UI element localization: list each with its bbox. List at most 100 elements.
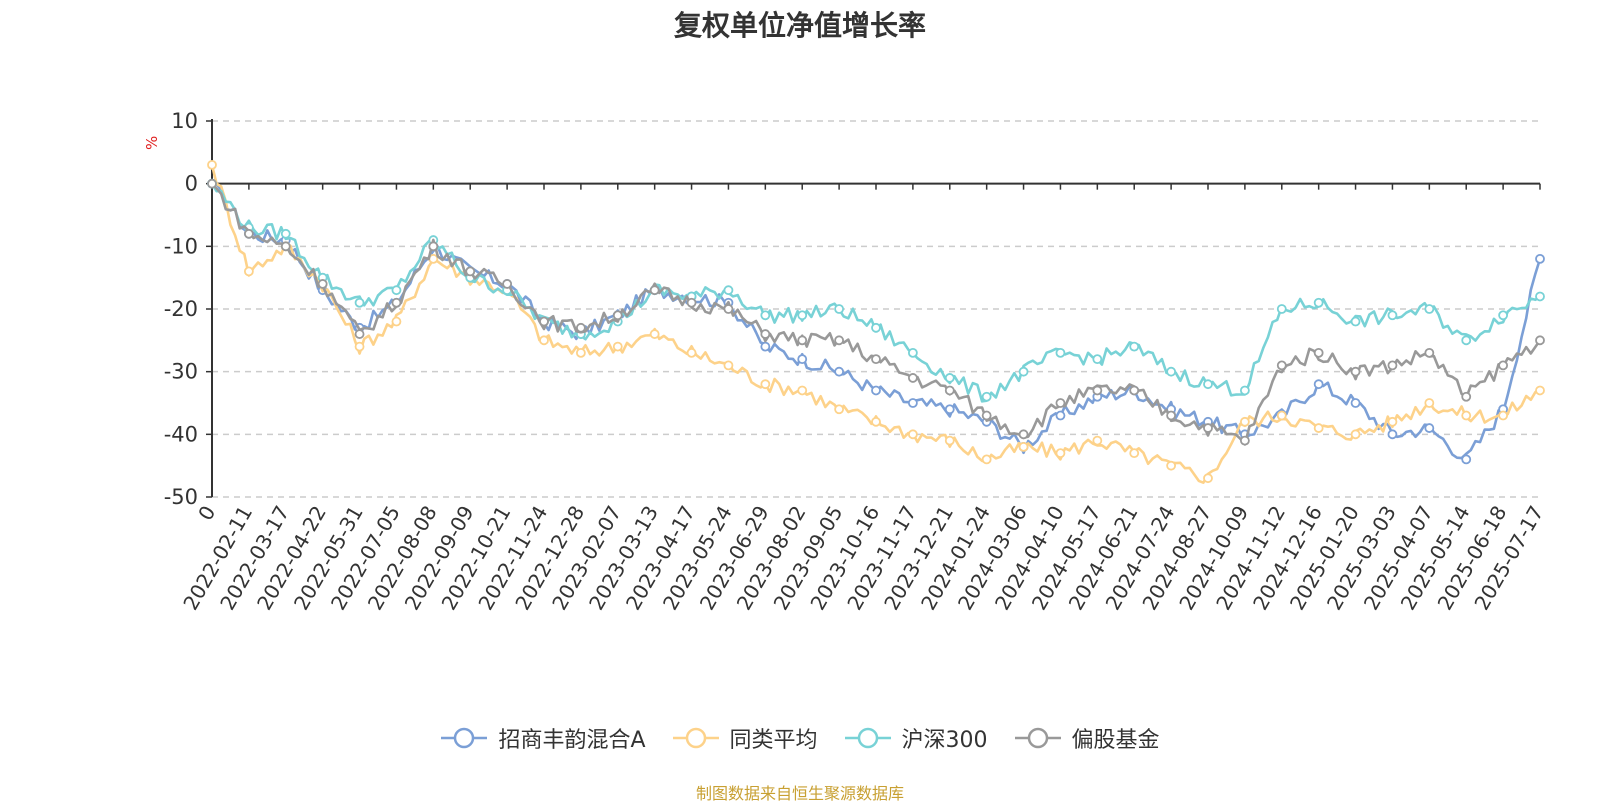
series-lines (207, 159, 1545, 484)
source-note: 制图数据来自恒生聚源数据库 (695, 784, 904, 803)
series-point-3 (1092, 385, 1103, 396)
series-point-2 (1239, 385, 1250, 396)
series-point-2 (723, 285, 734, 296)
series-point-2 (1166, 366, 1177, 377)
series-point-2 (797, 310, 808, 321)
series-point-1 (797, 385, 808, 396)
series-point-3 (649, 285, 660, 296)
series-point-2 (1129, 341, 1140, 352)
series-point-3 (539, 316, 549, 327)
series-point-3 (1055, 398, 1066, 408)
legend-item[interactable]: 偏股基金 (1014, 722, 1160, 754)
series-point-1 (1498, 410, 1509, 421)
series-point-1 (1092, 435, 1103, 446)
series-point-1 (1276, 410, 1287, 421)
series-point-1 (354, 341, 365, 352)
series-point-3 (428, 241, 439, 252)
series-point-2 (1055, 347, 1066, 358)
y-tick-label: 10 (171, 109, 198, 133)
series-point-1 (1387, 416, 1398, 427)
series-point-2 (391, 285, 402, 296)
series-point-1 (981, 454, 992, 465)
series-point-2 (1387, 310, 1398, 321)
series-point-1 (907, 429, 918, 440)
y-tick-label: -10 (164, 234, 198, 258)
series-point-0 (1387, 429, 1398, 440)
y-tick-label: -50 (164, 485, 198, 509)
series-point-3 (1461, 391, 1472, 402)
series-point-0 (1461, 454, 1472, 465)
series-point-3 (502, 279, 513, 289)
series-point-1 (1461, 410, 1472, 421)
legend-item[interactable]: 沪深300 (844, 722, 988, 754)
series-point-2 (760, 310, 771, 321)
series-point-2 (944, 373, 955, 383)
series-point-2 (1535, 291, 1545, 302)
legend-item[interactable]: 招商丰韵混合A (440, 722, 646, 754)
series-point-2 (1092, 354, 1103, 365)
series-point-1 (207, 159, 217, 170)
series-point-1 (1239, 416, 1250, 427)
series-point-1 (686, 347, 697, 358)
series-point-2 (1424, 304, 1435, 314)
series-point-1 (1129, 448, 1140, 459)
series-point-3 (1166, 410, 1177, 421)
series-point-2 (981, 391, 992, 402)
series-point-0 (1424, 423, 1435, 433)
series-point-3 (1129, 385, 1140, 396)
axes (206, 119, 1541, 498)
series-point-1 (1166, 460, 1177, 471)
series-point-0 (1055, 410, 1066, 421)
series-point-2 (834, 304, 845, 314)
series-point-0 (907, 398, 918, 408)
y-tick-label: -20 (164, 297, 198, 321)
series-point-2 (354, 297, 365, 308)
series-point-2 (1313, 297, 1324, 308)
series-point-1 (1313, 423, 1324, 433)
chart-title: 复权单位净值增长率 (673, 9, 926, 42)
legend: 招商丰韵混合A 同类平均 沪深300 偏股基金 (0, 722, 1600, 754)
series-point-3 (944, 385, 955, 396)
series-point-0 (1350, 398, 1361, 408)
series-point-1 (243, 266, 254, 277)
series-point-1 (1203, 473, 1213, 484)
series-point-2 (280, 228, 291, 239)
series-point-3 (1276, 360, 1287, 371)
series-point-1 (1350, 429, 1361, 440)
legend-item[interactable]: 同类平均 (672, 722, 818, 754)
series-point-3 (760, 329, 771, 339)
series-point-3 (871, 354, 881, 365)
series-point-3 (1239, 435, 1250, 446)
series-point-0 (1313, 379, 1324, 390)
series-point-1 (1055, 448, 1066, 459)
series-point-3 (1203, 423, 1213, 433)
series-point-3 (1387, 360, 1398, 371)
series-point-1 (1018, 441, 1029, 452)
series-point-0 (760, 341, 771, 352)
legend-marker-icon (1014, 727, 1061, 749)
series-point-3 (280, 241, 291, 252)
series-point-3 (1018, 429, 1029, 440)
y-tick-label: 0 (185, 172, 198, 196)
series-point-3 (797, 335, 808, 346)
series-point-2 (907, 347, 918, 358)
series-point-3 (1535, 335, 1545, 346)
legend-label: 沪深300 (901, 728, 988, 753)
legend-marker-icon (844, 727, 891, 749)
legend-marker-icon (672, 727, 719, 749)
series-point-2 (1498, 310, 1509, 321)
series-point-1 (391, 316, 402, 327)
y-tick-label: -30 (164, 360, 198, 384)
series-point-1 (723, 360, 734, 371)
series-point-0 (944, 404, 955, 415)
series-point-3 (1313, 347, 1324, 358)
series-point-1 (539, 335, 549, 346)
series-point-3 (317, 279, 328, 289)
series-point-3 (907, 373, 918, 383)
series-point-3 (1424, 347, 1435, 358)
series-point-3 (207, 178, 217, 189)
x-tick-label: 0 (193, 502, 220, 525)
legend-label: 招商丰韵混合A (498, 728, 646, 753)
series-point-3 (1498, 360, 1509, 371)
series-point-3 (834, 335, 845, 346)
